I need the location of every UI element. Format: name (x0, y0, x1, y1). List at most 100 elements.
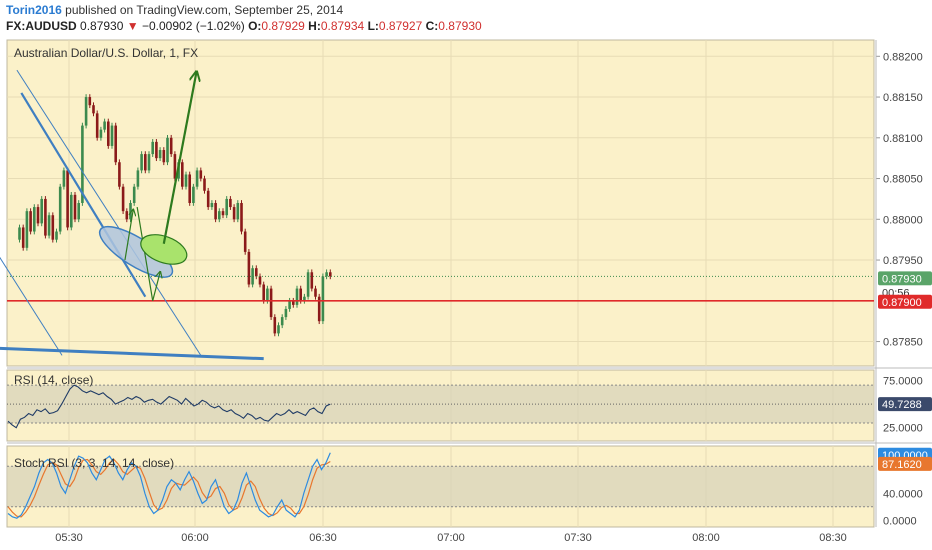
candle (251, 265, 254, 288)
candle (44, 196, 47, 239)
stoch-k-line (7, 452, 331, 519)
time-tick-label: 07:30 (564, 532, 592, 544)
candle-body (184, 174, 188, 187)
candle (181, 159, 184, 190)
rsi-last-value-tag: 49.7288 (882, 399, 922, 411)
candle (188, 171, 191, 206)
candle (25, 208, 29, 251)
candle-body (103, 121, 106, 130)
candle (173, 151, 177, 182)
candle-body (199, 170, 203, 179)
stoch-tick-label: 40.0000 (883, 488, 923, 500)
price-pane[interactable] (7, 94, 874, 337)
candle (66, 167, 69, 231)
candle-body (158, 150, 162, 159)
candle (221, 208, 225, 219)
candle-body (29, 211, 32, 232)
candle-body (166, 137, 169, 163)
candle (329, 269, 332, 280)
candle-body (255, 268, 258, 277)
candle (210, 200, 214, 210)
candle (73, 191, 77, 223)
candle (144, 151, 147, 174)
rsi-band (7, 385, 874, 424)
candle-body (269, 288, 273, 318)
candle-body (18, 227, 21, 240)
symbol-name: FX:AUDUSD (6, 19, 77, 33)
candle (317, 293, 321, 325)
candle-body (173, 154, 177, 179)
candle-body (51, 215, 55, 240)
candle-body (81, 125, 84, 203)
candle-body (206, 190, 210, 208)
candle (114, 122, 117, 166)
rsi-pane[interactable] (7, 384, 874, 429)
candle (303, 293, 306, 304)
stoch-rsi-pane[interactable] (7, 452, 874, 519)
rsi-last-value-tag-bg (878, 397, 932, 412)
candle (240, 200, 243, 235)
channel-line-lower (0, 256, 63, 356)
candle-body (129, 203, 132, 220)
candle-body (306, 272, 310, 297)
candle-body (218, 211, 221, 220)
candle (99, 126, 103, 141)
time-tick-label: 06:00 (181, 532, 209, 544)
candle-body (21, 227, 25, 248)
axes: 05:30 06:00 06:30 07:00 07:30 08:00 08:30 0.882… (7, 40, 932, 544)
candle-body (151, 141, 154, 155)
candle (306, 269, 310, 300)
candle (277, 322, 280, 337)
channel-line-upper (16, 69, 202, 356)
candle-body (314, 288, 317, 297)
candle (232, 204, 236, 223)
candle (169, 134, 173, 157)
candle-body (232, 207, 236, 220)
candle-body (121, 186, 125, 212)
candle (314, 285, 317, 300)
candle-body (118, 162, 121, 187)
symbol-quote-bar: FX:AUDUSD 0.87930 ▼ −0.00902 (−1.02%) O:… (6, 19, 482, 33)
candle (151, 139, 154, 157)
candle (132, 183, 136, 206)
candle (140, 151, 143, 174)
candle (158, 147, 162, 162)
candle (162, 147, 166, 166)
candle (55, 228, 58, 243)
candle (269, 285, 273, 320)
chart-panes (6, 39, 932, 528)
target-ellipse-green (140, 234, 188, 265)
candle-body (195, 170, 199, 187)
candle-body (221, 211, 225, 216)
candle (195, 167, 199, 190)
candle-body (62, 170, 66, 187)
candle-body (229, 198, 232, 208)
candle-body (262, 284, 265, 301)
candle (258, 273, 262, 288)
time-tick-label: 05:30 (55, 532, 83, 544)
candle (84, 94, 88, 129)
candle-body (44, 198, 47, 236)
candle-body (243, 231, 247, 252)
author-link[interactable]: Torin2016 (6, 3, 62, 17)
price-tick-label: 0.88050 (883, 174, 923, 186)
rsi-line (7, 384, 331, 429)
time-tick-label: 08:30 (819, 532, 847, 544)
candle-body (188, 174, 191, 203)
support-price-tag: 0.87900 (882, 297, 922, 309)
candle (284, 306, 288, 320)
candle-body (125, 211, 129, 220)
candle (51, 212, 55, 243)
price-tick-label: 0.87850 (883, 337, 923, 349)
candle (125, 208, 129, 223)
price-tick-label: 0.88000 (883, 214, 923, 226)
close-value: 0.87930 (438, 19, 482, 33)
low-label: L: (367, 19, 379, 33)
candle-body (92, 105, 95, 114)
stoch-band (7, 466, 874, 507)
candle (321, 273, 325, 325)
candle-body (273, 317, 277, 334)
last-price: 0.87930 (80, 19, 124, 33)
